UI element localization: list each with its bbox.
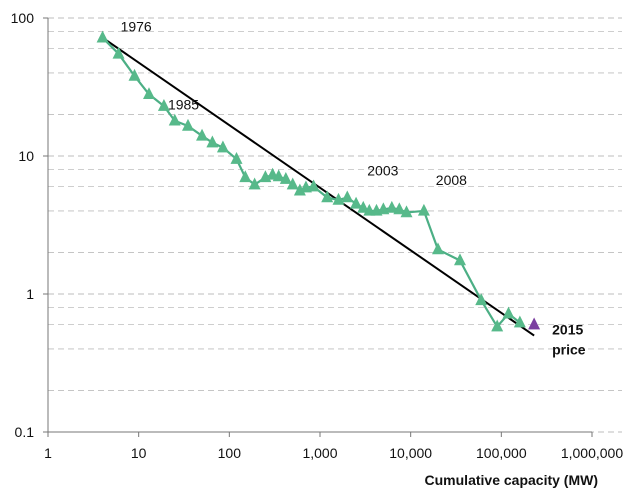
annotation-2008: 2008 <box>436 172 467 188</box>
data-point-marker <box>307 179 320 192</box>
data-point-marker <box>417 203 430 216</box>
data-point-marker <box>216 140 229 153</box>
annotation-layer: 1976 1985 2003 2008 2015 price <box>121 19 586 358</box>
data-point-marker <box>385 200 398 213</box>
data-point-marker <box>393 202 406 215</box>
data-point-marker <box>239 170 252 183</box>
marker-layer <box>96 30 541 332</box>
data-point-marker <box>157 98 170 111</box>
data-point-marker <box>112 46 125 59</box>
data-point-marker <box>143 87 155 100</box>
x-tick-label: 10,000 <box>389 445 432 461</box>
data-point-marker <box>341 190 354 203</box>
highlight-2015-marker <box>528 317 541 330</box>
x-tick-label: 10 <box>131 445 147 461</box>
trend-layer <box>102 36 535 337</box>
axis-layer: 1 10 100 1,000 10,000 100,000 1,000,000 0.1 1 10 1… <box>11 10 624 488</box>
data-point-marker <box>182 118 194 131</box>
x-tick-label: 1,000 <box>302 445 337 461</box>
data-point-marker <box>491 319 504 332</box>
annotation-price: price <box>552 342 586 358</box>
x-axis-title: Cumulative capacity (MW) <box>425 472 598 488</box>
annotation-2015: 2015 <box>552 322 583 338</box>
annotation-2003: 2003 <box>367 163 398 179</box>
data-point-marker <box>350 196 363 209</box>
data-point-marker <box>513 315 526 328</box>
data-point-marker <box>357 200 370 213</box>
data-point-marker <box>502 306 515 319</box>
data-point-marker <box>454 253 466 266</box>
data-point-marker <box>321 190 334 203</box>
annotation-1985: 1985 <box>168 97 199 113</box>
data-point-marker <box>377 202 390 215</box>
y-tick-label: 10 <box>18 148 34 164</box>
y-tick-label: 1 <box>26 286 34 302</box>
x-tick-label: 1 <box>44 445 52 461</box>
x-tick-label: 100 <box>218 445 242 461</box>
x-tick-label: 100,000 <box>476 445 527 461</box>
data-point-marker <box>286 177 299 190</box>
data-point-marker <box>248 177 261 190</box>
trend-line <box>102 36 535 337</box>
data-point-marker <box>168 113 181 126</box>
data-point-marker <box>196 128 209 141</box>
annotation-1976: 1976 <box>121 19 152 35</box>
grid-layer <box>48 17 622 433</box>
data-point-marker <box>230 151 243 164</box>
x-tick-label: 1,000,000 <box>561 445 623 461</box>
y-tick-label: 0.1 <box>15 424 35 440</box>
data-point-marker <box>206 135 219 148</box>
y-tick-label: 100 <box>11 10 35 26</box>
data-point-marker <box>279 172 292 184</box>
data-point-marker <box>96 30 109 43</box>
data-point-marker <box>332 192 345 205</box>
data-point-marker <box>272 169 285 182</box>
data-point-marker <box>128 68 141 81</box>
data-point-marker <box>475 293 488 306</box>
data-point-marker <box>431 242 444 255</box>
data-point-marker <box>400 205 413 218</box>
